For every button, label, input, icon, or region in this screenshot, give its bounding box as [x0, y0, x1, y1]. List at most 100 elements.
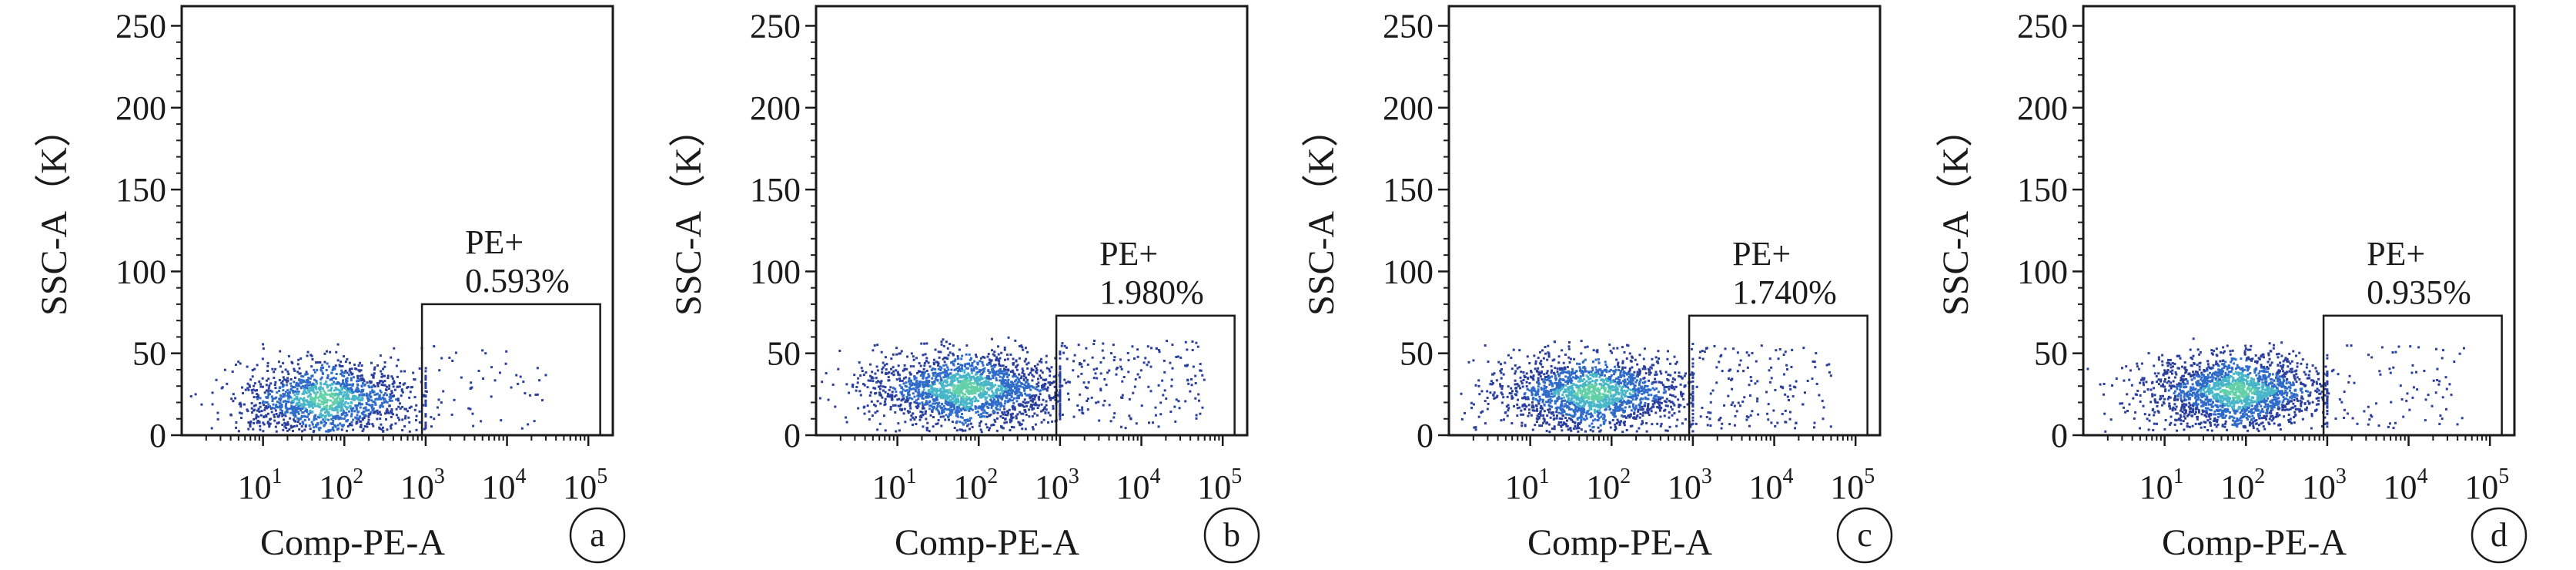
scatter-point: [968, 353, 971, 356]
scatter-point: [1032, 407, 1035, 410]
scatter-point: [1594, 358, 1597, 361]
scatter-point: [330, 378, 333, 381]
scatter-point: [1497, 360, 1500, 364]
scatter-point: [910, 384, 913, 387]
scatter-point: [962, 383, 965, 386]
scatter-point: [1665, 385, 1668, 388]
scatter-point: [874, 404, 877, 407]
scatter-point: [968, 428, 971, 431]
scatter-point: [250, 401, 253, 404]
scatter-point: [976, 363, 979, 366]
scatter-point: [318, 414, 321, 417]
scatter-point: [971, 425, 974, 428]
scatter-point: [1036, 363, 1039, 366]
scatter-point: [984, 398, 987, 401]
scatter-point: [949, 372, 952, 375]
gate-point: [1157, 425, 1160, 428]
scatter-point: [998, 403, 1001, 406]
scatter-point: [1618, 405, 1621, 408]
scatter-point: [1551, 388, 1554, 391]
scatter-point: [319, 381, 323, 384]
scatter-point: [380, 391, 383, 394]
scatter-point: [311, 384, 314, 387]
scatter-point: [408, 430, 411, 433]
scatter-point: [1642, 357, 1645, 360]
scatter-point: [424, 425, 427, 428]
scatter-point: [1559, 408, 1562, 411]
scatter-point: [330, 404, 333, 407]
scatter-point: [1671, 408, 1674, 411]
scatter-point: [336, 359, 340, 362]
scatter-point: [915, 399, 918, 402]
scatter-point: [350, 379, 353, 382]
scatter-point: [1045, 360, 1048, 364]
scatter-point: [1651, 364, 1654, 367]
scatter-point: [382, 430, 385, 433]
scatter-point: [946, 366, 949, 369]
scatter-point: [881, 396, 884, 399]
scatter-point: [1562, 396, 1565, 399]
scatter-point: [293, 411, 296, 414]
scatter-point: [1027, 361, 1030, 364]
scatter-point: [309, 403, 313, 406]
scatter-point: [898, 352, 902, 355]
scatter-point: [383, 365, 386, 368]
scatter-point: [1059, 367, 1062, 370]
gate-point: [1078, 408, 1081, 411]
scatter-point: [1641, 381, 1644, 384]
scatter-point: [1591, 380, 1594, 383]
scatter-point: [1642, 377, 1645, 380]
scatter-point: [367, 412, 370, 415]
scatter-point: [1002, 413, 1005, 416]
scatter-point: [1597, 357, 1600, 360]
scatter-point: [363, 417, 366, 420]
scatter-point: [1571, 379, 1574, 382]
scatter-point: [393, 394, 396, 397]
scatter-point: [995, 393, 999, 396]
scatter-point: [350, 414, 353, 417]
scatter-point: [1583, 377, 1586, 381]
scatter-point: [380, 423, 383, 426]
scatter-point: [992, 353, 995, 356]
scatter-point: [302, 375, 305, 378]
scatter-point: [1573, 357, 1576, 360]
scatter-point: [1017, 397, 1020, 400]
scatter-point: [379, 417, 382, 421]
gate-point: [1067, 381, 1070, 384]
scatter-point: [962, 404, 965, 407]
scatter-point: [956, 357, 959, 360]
scatter-point: [947, 384, 950, 387]
scatter-point: [319, 383, 323, 386]
scatter-point: [344, 414, 347, 417]
scatter-point: [949, 413, 952, 416]
scatter-point: [1524, 404, 1527, 407]
scatter-point: [1541, 393, 1544, 396]
gate-name: PE+: [465, 223, 524, 261]
scatter-point: [1015, 397, 1019, 400]
gate-point: [1128, 397, 1131, 401]
gate-point: [1201, 406, 1204, 409]
scatter-point: [988, 394, 991, 397]
scatter-point: [1025, 401, 1029, 404]
scatter-point: [970, 402, 973, 405]
scatter-point: [1591, 393, 1594, 396]
scatter-point: [331, 368, 334, 371]
scatter-point: [313, 391, 316, 394]
scatter-point: [1597, 372, 1600, 375]
scatter-point: [874, 411, 877, 414]
gate-point: [1106, 371, 1109, 374]
scatter-point: [1005, 373, 1008, 376]
scatter-point: [1484, 422, 1487, 425]
scatter-point: [902, 412, 905, 415]
scatter-point: [329, 399, 332, 402]
scatter-point: [309, 404, 313, 407]
scatter-point: [317, 387, 320, 390]
scatter-point: [949, 398, 952, 401]
scatter-point: [1636, 363, 1639, 366]
scatter-point: [1691, 374, 1694, 377]
scatter-point: [910, 387, 913, 391]
scatter-point: [948, 343, 952, 346]
scatter-point: [1653, 395, 1656, 398]
scatter-point: [882, 366, 885, 369]
scatter-point: [1012, 383, 1015, 386]
